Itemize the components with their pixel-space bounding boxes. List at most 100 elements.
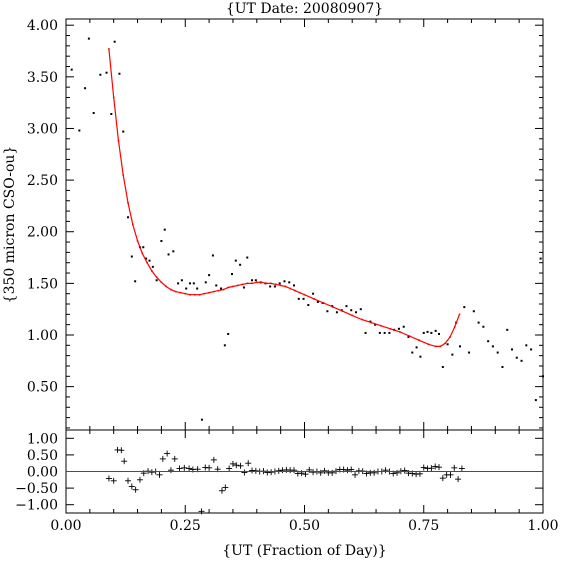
- fit-curve-point: [458, 313, 461, 316]
- residual-point: [436, 464, 443, 471]
- data-point: [378, 331, 381, 334]
- residual-y-tick-label: 0.50: [27, 448, 58, 464]
- data-point: [307, 304, 310, 307]
- data-point: [130, 255, 133, 258]
- fit-curve-point: [227, 286, 229, 289]
- fit-curve-point: [303, 293, 306, 296]
- data-point: [163, 228, 166, 231]
- data-point: [208, 274, 211, 277]
- residual-point: [321, 467, 328, 474]
- fit-curve-point: [279, 284, 282, 287]
- data-point: [127, 216, 130, 219]
- data-point: [388, 331, 391, 334]
- data-point: [402, 325, 405, 328]
- data-point: [200, 418, 203, 421]
- data-point: [501, 366, 504, 369]
- data-point: [510, 348, 513, 351]
- fit-curve-point: [170, 288, 172, 291]
- data-point: [78, 129, 81, 132]
- residual-point: [447, 471, 454, 478]
- fit-curve-point: [108, 48, 110, 50]
- data-point: [496, 351, 499, 354]
- data-point: [185, 287, 188, 290]
- residual-point: [210, 456, 217, 463]
- fit-curve-point: [399, 331, 401, 333]
- residual-point: [136, 476, 143, 483]
- y-axis-title: {350 micron CSO-ou}: [2, 146, 18, 304]
- data-point: [415, 346, 418, 349]
- residual-point: [206, 464, 213, 471]
- data-point: [506, 328, 509, 331]
- data-point: [151, 265, 154, 268]
- fit-curve-point: [117, 140, 120, 142]
- residual-panel: 0.00 0.25 0.50 0.75 1.001.000.500.00−0.50−1.…: [15, 429, 559, 534]
- residual-point: [458, 465, 465, 472]
- fit-curve-point: [127, 202, 129, 204]
- data-point: [134, 280, 137, 283]
- fit-curve-point: [265, 282, 268, 285]
- fit-curve-point: [289, 287, 291, 290]
- data-point: [246, 256, 249, 259]
- data-point: [84, 87, 87, 90]
- y-tick-label: 0.50: [27, 380, 58, 396]
- residual-point: [439, 475, 446, 482]
- data-point: [227, 332, 230, 335]
- data-point: [374, 323, 377, 326]
- fit-curve-point: [332, 306, 334, 308]
- fit-curve-point: [439, 345, 442, 348]
- residual-point: [420, 464, 427, 471]
- residual-y-tick-label: −1.00: [15, 498, 58, 514]
- y-tick-label: 4.00: [27, 18, 58, 34]
- fit-curve-point: [380, 324, 382, 327]
- data-point: [446, 343, 449, 346]
- fit-curve-point: [351, 314, 353, 317]
- data-point: [438, 332, 441, 335]
- data-point: [515, 356, 518, 359]
- fit-curve-point: [251, 282, 253, 285]
- residual-point: [218, 487, 225, 494]
- fit-curve-point: [193, 293, 196, 296]
- fit-curve-point: [151, 270, 153, 272]
- residual-y-tick-label: −0.50: [15, 481, 58, 497]
- data-point: [220, 287, 223, 290]
- data-point: [355, 311, 358, 314]
- x-tick-label: 0.75: [408, 518, 439, 534]
- residual-point: [352, 471, 359, 478]
- fit-curve-point: [141, 252, 144, 255]
- fit-curve: [108, 48, 461, 347]
- data-point: [369, 320, 372, 323]
- data-point: [230, 273, 233, 276]
- data-point: [316, 300, 319, 303]
- data-point: [239, 263, 242, 266]
- fit-curve-point: [213, 290, 215, 293]
- residual-point: [245, 460, 252, 467]
- fit-curve-point: [418, 339, 420, 341]
- data-point: [482, 325, 485, 328]
- fit-curve-point: [322, 302, 325, 304]
- data-point: [215, 284, 218, 287]
- fit-curve-point: [313, 298, 315, 300]
- data-point: [487, 340, 490, 343]
- data-point: [234, 259, 237, 262]
- data-point: [278, 282, 281, 285]
- residual-point: [344, 467, 351, 474]
- residual-y-tick-label: 1.00: [27, 431, 58, 447]
- x-tick-label: 0.50: [289, 518, 320, 534]
- fit-curve-point: [298, 291, 301, 294]
- fit-curve-point: [427, 343, 430, 346]
- data-point: [113, 40, 116, 43]
- data-point: [407, 336, 410, 339]
- residual-point: [241, 469, 248, 476]
- residual-point: [181, 464, 188, 471]
- residual-point: [110, 477, 117, 484]
- fit-curve-point: [341, 310, 344, 313]
- data-point: [242, 286, 245, 289]
- data-point: [254, 279, 257, 282]
- fit-curve-point: [246, 282, 249, 285]
- data-point: [345, 305, 348, 308]
- fit-curve-point: [217, 289, 220, 292]
- data-point: [542, 375, 544, 378]
- data-point: [350, 309, 353, 312]
- data-point: [196, 287, 199, 290]
- residual-point: [432, 463, 439, 470]
